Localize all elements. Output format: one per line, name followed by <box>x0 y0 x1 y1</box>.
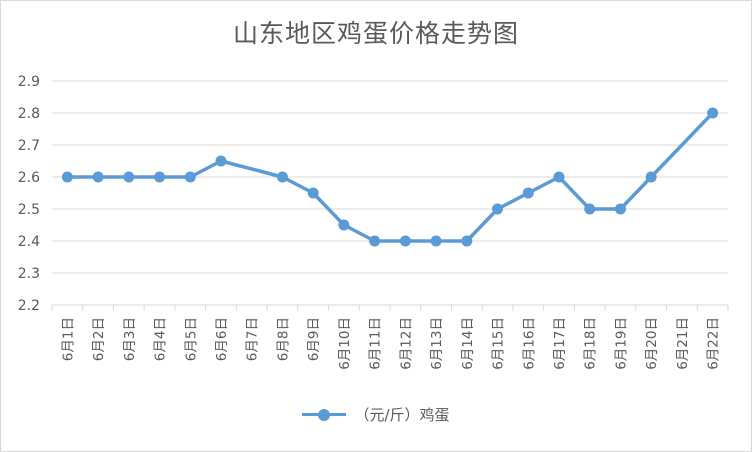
legend-marker <box>302 408 347 422</box>
x-tick-label: 6月18日 <box>583 317 599 370</box>
data-point <box>584 203 596 215</box>
x-tick-label: 6月22日 <box>706 317 722 370</box>
y-tick-label: 2.4 <box>18 234 40 250</box>
data-point <box>92 171 104 183</box>
x-tick-label: 6月11日 <box>368 317 384 370</box>
data-point <box>707 107 719 119</box>
x-tick-label: 6月5日 <box>183 317 199 361</box>
y-tick-label: 2.5 <box>18 202 40 218</box>
data-point <box>307 187 319 199</box>
x-tick-label: 6月13日 <box>429 317 445 370</box>
data-point <box>645 171 657 183</box>
x-tick-label: 6月12日 <box>398 317 414 370</box>
x-tick-label: 6月8日 <box>275 317 291 361</box>
y-tick-label: 2.6 <box>18 170 40 186</box>
x-tick-label: 6月2日 <box>91 317 107 361</box>
x-tick-label: 6月6日 <box>214 317 230 361</box>
x-tick-label: 6月15日 <box>491 317 507 370</box>
x-tick-label: 6月4日 <box>153 317 169 361</box>
y-tick-label: 2.7 <box>18 138 40 154</box>
y-tick-label: 2.3 <box>18 266 40 282</box>
legend: （元/斤）鸡蛋 <box>0 404 752 425</box>
x-tick-label: 6月1日 <box>60 317 76 361</box>
data-point <box>215 155 227 167</box>
y-tick-label: 2.9 <box>18 74 40 90</box>
x-tick-label: 6月19日 <box>613 317 629 370</box>
x-tick-label: 6月3日 <box>122 317 138 361</box>
data-point <box>614 203 626 215</box>
data-point <box>184 171 196 183</box>
x-tick-label: 6月10日 <box>337 317 353 370</box>
y-tick-label: 2.8 <box>18 106 40 122</box>
x-tick-label: 6月21日 <box>675 317 691 370</box>
x-tick-label: 6月17日 <box>552 317 568 370</box>
data-point <box>276 171 288 183</box>
data-point <box>154 171 166 183</box>
data-point <box>522 187 534 199</box>
data-point <box>399 235 411 247</box>
data-point <box>338 219 350 231</box>
legend-label: （元/斤）鸡蛋 <box>354 406 450 424</box>
chart-title: 山东地区鸡蛋价格走势图 <box>232 19 519 48</box>
data-point <box>61 171 73 183</box>
data-point <box>123 171 135 183</box>
data-point <box>369 235 381 247</box>
data-point <box>430 235 442 247</box>
data-point <box>461 235 473 247</box>
data-point <box>553 171 565 183</box>
x-tick-label: 6月14日 <box>460 317 476 370</box>
x-tick-label: 6月16日 <box>521 317 537 370</box>
x-tick-label: 6月7日 <box>245 317 261 361</box>
x-tick-label: 6月20日 <box>644 317 660 370</box>
y-tick-label: 2.2 <box>18 298 40 314</box>
x-tick-label: 6月9日 <box>306 317 322 361</box>
data-point <box>492 203 504 215</box>
